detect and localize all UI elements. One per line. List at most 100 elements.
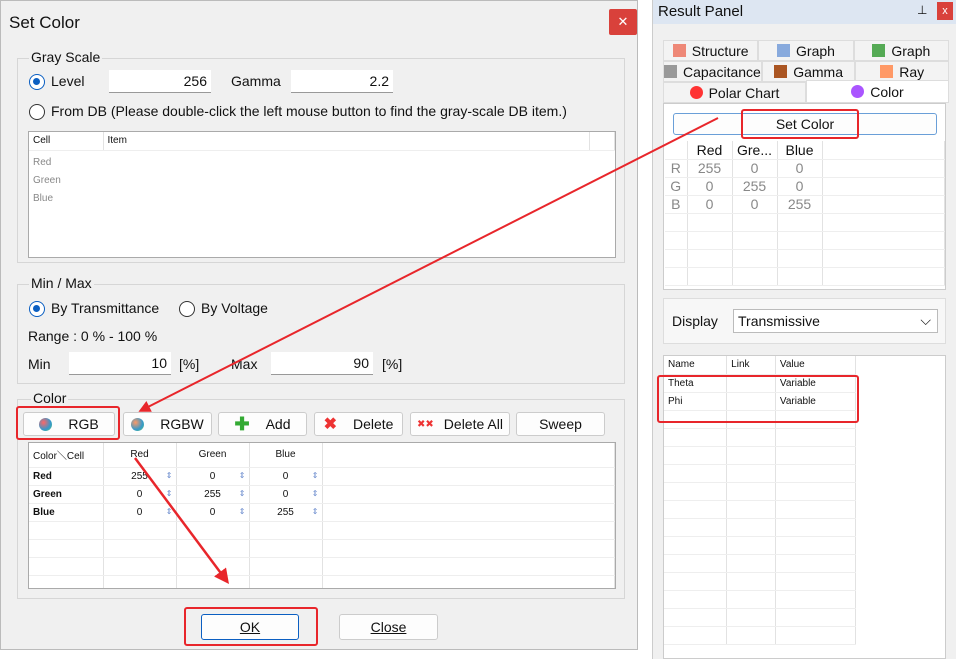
panel-title: Result Panel [658,3,744,20]
by-voltage-radio[interactable] [179,301,195,317]
delete-label: Delete [352,416,394,432]
gamma-input[interactable]: 2.2 [291,70,393,93]
tab-polar-chart[interactable]: Polar Chart [663,82,806,103]
delete-icon: ✖ [323,416,337,433]
tab-ray[interactable]: Ray [855,61,950,82]
tab-structure[interactable]: Structure [663,40,759,61]
column-header: Value [775,356,857,375]
highlight-box [741,109,859,139]
tab-icon [689,86,703,99]
value-cell[interactable]: 0 ⇕ [103,485,177,504]
cell [726,392,776,411]
display-label: Display [672,313,718,329]
level-label: Level [51,73,85,89]
set-color-button[interactable]: Set Color [673,113,937,135]
table-row: R 255 0 0 [665,159,945,178]
add-label: Add [265,416,291,432]
rgbw-label: RGBW [160,416,204,432]
by-voltage-label: By Voltage [201,300,268,316]
range-text: Range : 0 % - 100 % [28,328,158,344]
highlight-box [184,607,318,646]
value-cell[interactable]: 0 ⇕ [249,467,323,486]
level-radio[interactable] [29,74,45,90]
cell: 0 [777,177,823,196]
row-label: Green [33,174,61,186]
column-header: Item [103,132,590,151]
tab-icon [672,44,686,57]
display-select[interactable]: Transmissive ⌵ [733,309,938,333]
panel-close-icon[interactable]: x [937,2,953,20]
cell [726,374,776,393]
close-icon[interactable]: ✕ [609,9,637,35]
ok-button[interactable]: OK [201,614,299,640]
tab-color[interactable]: Color [806,80,949,103]
cell: G [665,177,688,196]
highlight-box [657,375,859,423]
value-cell[interactable]: 255 ⇕ [103,467,177,486]
value-cell[interactable]: 255 ⇕ [249,503,323,522]
tab-graph[interactable]: Graph [758,40,854,61]
value-cell[interactable]: 0 ⇕ [249,485,323,504]
row-label: Green [29,485,104,504]
display-value: Transmissive [738,313,820,329]
sweep-label: Sweep [539,416,582,432]
column-header: Red [103,443,177,468]
column-header: Blue [777,141,823,160]
column-header: Blue [249,443,323,468]
cell: 0 [732,159,778,178]
add-button[interactable]: ✚ Add [218,412,307,436]
highlight-box [16,406,120,440]
set-color-label: Set Color [775,116,835,132]
from-db-label: From DB (Please double-click the left mo… [51,103,567,119]
tab-graph[interactable]: Graph [853,40,949,61]
cell: 0 [777,159,823,178]
value-cell[interactable]: 0 ⇕ [103,503,177,522]
max-input[interactable]: 90 [271,352,373,375]
column-header: Name [664,356,728,375]
gray-scale-grid[interactable]: Cell Item Red Green Blue [28,131,616,258]
pin-icon[interactable]: ⊥ [917,3,928,17]
color-label: Color [31,390,69,406]
value-cell[interactable]: 0 ⇕ [176,467,250,486]
table-row: Red 255 ⇕ 0 ⇕ 0 ⇕ [29,467,615,486]
cell: 0 [732,195,778,214]
row-label: Blue [29,503,104,522]
close-button[interactable]: Close [339,614,438,640]
spinner-icon: ⇕ [238,470,246,480]
rgb-button[interactable]: RGB [23,412,115,436]
rgbw-icon [131,417,145,431]
min-input[interactable]: 10 [69,352,171,375]
delete-all-button[interactable]: ✖✖ Delete All [410,412,510,436]
row-label: Red [29,467,104,486]
cell: R [665,159,688,178]
table-row: Green 0 ⇕ 255 ⇕ 0 ⇕ [29,485,615,504]
column-header: Link [726,356,776,375]
column-header: Cell [29,132,104,151]
column-header: Color＼Cell [29,443,104,468]
delete-button[interactable]: ✖ Delete [314,412,403,436]
value-cell[interactable]: 255 ⇕ [176,485,250,504]
from-db-radio[interactable] [29,104,45,120]
level-input[interactable]: 256 [109,70,211,93]
sweep-button[interactable]: Sweep [516,412,605,436]
value-cell[interactable]: 0 ⇕ [176,503,250,522]
spinner-icon: ⇕ [311,488,319,498]
cell: 0 [687,177,733,196]
color-grid[interactable]: Color＼Cell Red Green Blue Red 255 ⇕ 0 ⇕ 0 ⇕ Green 0 ⇕… [28,442,616,589]
rgbw-button[interactable]: RGBW [123,412,212,436]
dialog-title: Set Color [9,13,80,32]
min-max-label: Min / Max [29,275,94,291]
tab-gamma[interactable]: Gamma [761,61,856,82]
tab-capacitance[interactable]: Capacitance [663,61,762,82]
table-row: Blue 0 ⇕ 0 ⇕ 255 ⇕ [29,503,615,522]
result-panel: Result Panel ⊥ x Structure Graph Graph Capa… [652,0,956,659]
spinner-icon: ⇕ [311,470,319,480]
by-transmittance-radio[interactable] [29,301,45,317]
spinner-icon: ⇕ [238,488,246,498]
cell: 255 [687,159,733,178]
rgb-label: RGB [68,416,99,432]
spinner-icon: ⇕ [311,506,319,516]
tab-icon [777,44,791,57]
column-header: Gre... [732,141,778,160]
spinner-icon: ⇕ [165,506,173,516]
